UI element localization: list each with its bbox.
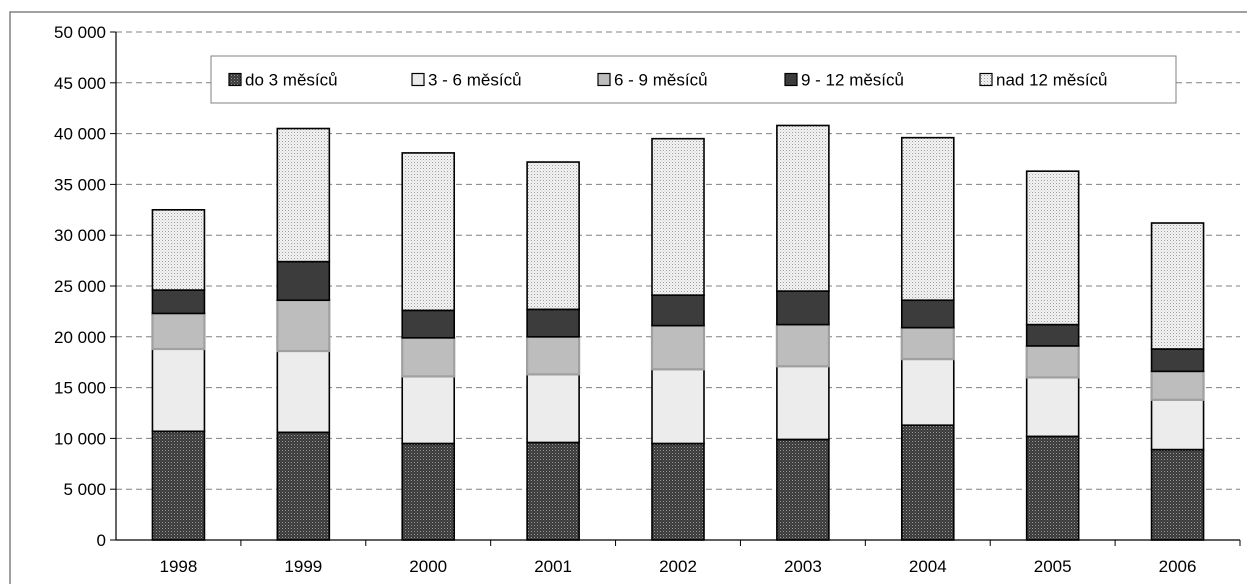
x-tick-label: 2001 [534,557,572,576]
chart-frame [9,11,1247,584]
y-axis-tick-labels: 0 5 000 10 000 15 000 20 000 25 000 30 000 35 0… [54,23,106,550]
bar-segment-1998-1 [151,348,206,433]
x-tick-label: 2000 [409,557,447,576]
bar-segment-2000-3 [401,309,456,339]
bar-segment-2003-4 [776,124,830,292]
bar-segment-2005-4 [1025,170,1080,326]
bar-segment-2005-1 [1025,376,1080,438]
y-tick-label: 15 000 [54,379,106,398]
bar-segment-2002-0 [651,442,705,541]
y-tick-label: 45 000 [54,74,106,93]
bar-segment-2004-4 [900,136,955,302]
bar-segment-2004-0 [900,424,955,541]
x-tick-label: 2004 [909,557,947,576]
bar-segment-1998-2 [151,312,206,351]
bar-segment-2003-0 [776,438,830,541]
x-axis-tick-labels: 1998 1999 2000 2001 2002 2003 2004 2005 2006 [160,557,1197,576]
x-tick-label: 1999 [284,557,322,576]
legend-swatch-2 [597,72,611,87]
legend-label-4: nad 12 měsíců [996,71,1108,90]
bar-segment-2005-0 [1025,435,1080,541]
bar-segment-2002-3 [651,294,705,327]
bar-segment-1999-2 [276,299,331,353]
bar-segment-2006-3 [1150,348,1205,373]
bar-segment-1998-4 [151,209,206,291]
y-tick-label: 30 000 [54,226,106,245]
bar-segment-2002-2 [650,324,706,371]
y-tick-label: 25 000 [54,277,106,296]
legend-label-0: do 3 měsíců [245,71,338,90]
x-tick-label: 2005 [1034,557,1072,576]
y-tick-label: 10 000 [54,429,106,448]
bar-segment-2005-3 [1025,323,1080,347]
bar-segment-2003-1 [776,365,830,441]
legend-swatch-4 [979,72,993,87]
bar-segment-2001-1 [526,373,580,444]
bar-segment-1999-3 [276,260,331,302]
legend-swatch-3 [784,72,798,87]
bar-segment-2000-4 [401,152,456,312]
bar-segment-1998-3 [151,289,206,315]
bar-segment-2003-2 [775,323,830,368]
bar-segment-2004-1 [900,358,955,426]
x-tick-label: 2006 [1159,557,1197,576]
x-tick-label: 1998 [160,557,198,576]
bar-segment-2001-4 [526,161,580,311]
bar-segment-1999-1 [276,350,331,434]
bar-segment-2001-0 [526,441,580,541]
legend-swatch-0 [228,72,242,87]
bar-segment-2000-2 [401,336,456,378]
y-tick-label: 5 000 [63,480,106,499]
bar-segment-2006-2 [1150,370,1205,401]
bar-segment-2003-3 [776,290,830,326]
x-tick-label: 2002 [659,557,697,576]
legend-box [210,55,1177,104]
bar-segment-2001-3 [526,308,580,338]
bar-segment-1998-0 [151,430,206,541]
bar-segment-2005-2 [1025,344,1080,379]
y-tick-label: 20 000 [54,328,106,347]
legend-label-1: 3 - 6 měsíců [428,71,522,90]
y-tick-label: 50 000 [54,23,106,42]
x-tick-label: 2003 [784,557,822,576]
bars [151,124,1205,541]
bar-segment-2006-1 [1150,398,1205,451]
bar-segment-2004-2 [900,326,955,361]
legend-swatch-1 [411,72,425,87]
bar-segment-2006-4 [1150,222,1205,350]
bar-segment-2000-1 [401,375,456,445]
legend-label-2: 6 - 9 měsíců [614,71,708,90]
bar-segment-2000-0 [401,442,456,541]
y-tick-label: 0 [97,531,106,550]
bar-segment-1999-4 [276,127,331,263]
y-tick-label: 40 000 [54,125,106,144]
bar-segment-2004-3 [900,299,955,329]
axes [9,11,1247,584]
legend: do 3 měsíců 3 - 6 měsíců 6 - 9 měsíců 9 - 1… [210,55,1177,104]
bar-segment-2002-1 [651,368,705,445]
bar-segment-1999-0 [276,431,331,541]
bar-segment-2002-4 [651,137,705,296]
y-tick-label: 35 000 [54,175,106,194]
legend-label-3: 9 - 12 měsíců [801,71,904,90]
bar-segment-2001-2 [526,335,581,376]
bar-segment-2006-0 [1150,448,1205,541]
